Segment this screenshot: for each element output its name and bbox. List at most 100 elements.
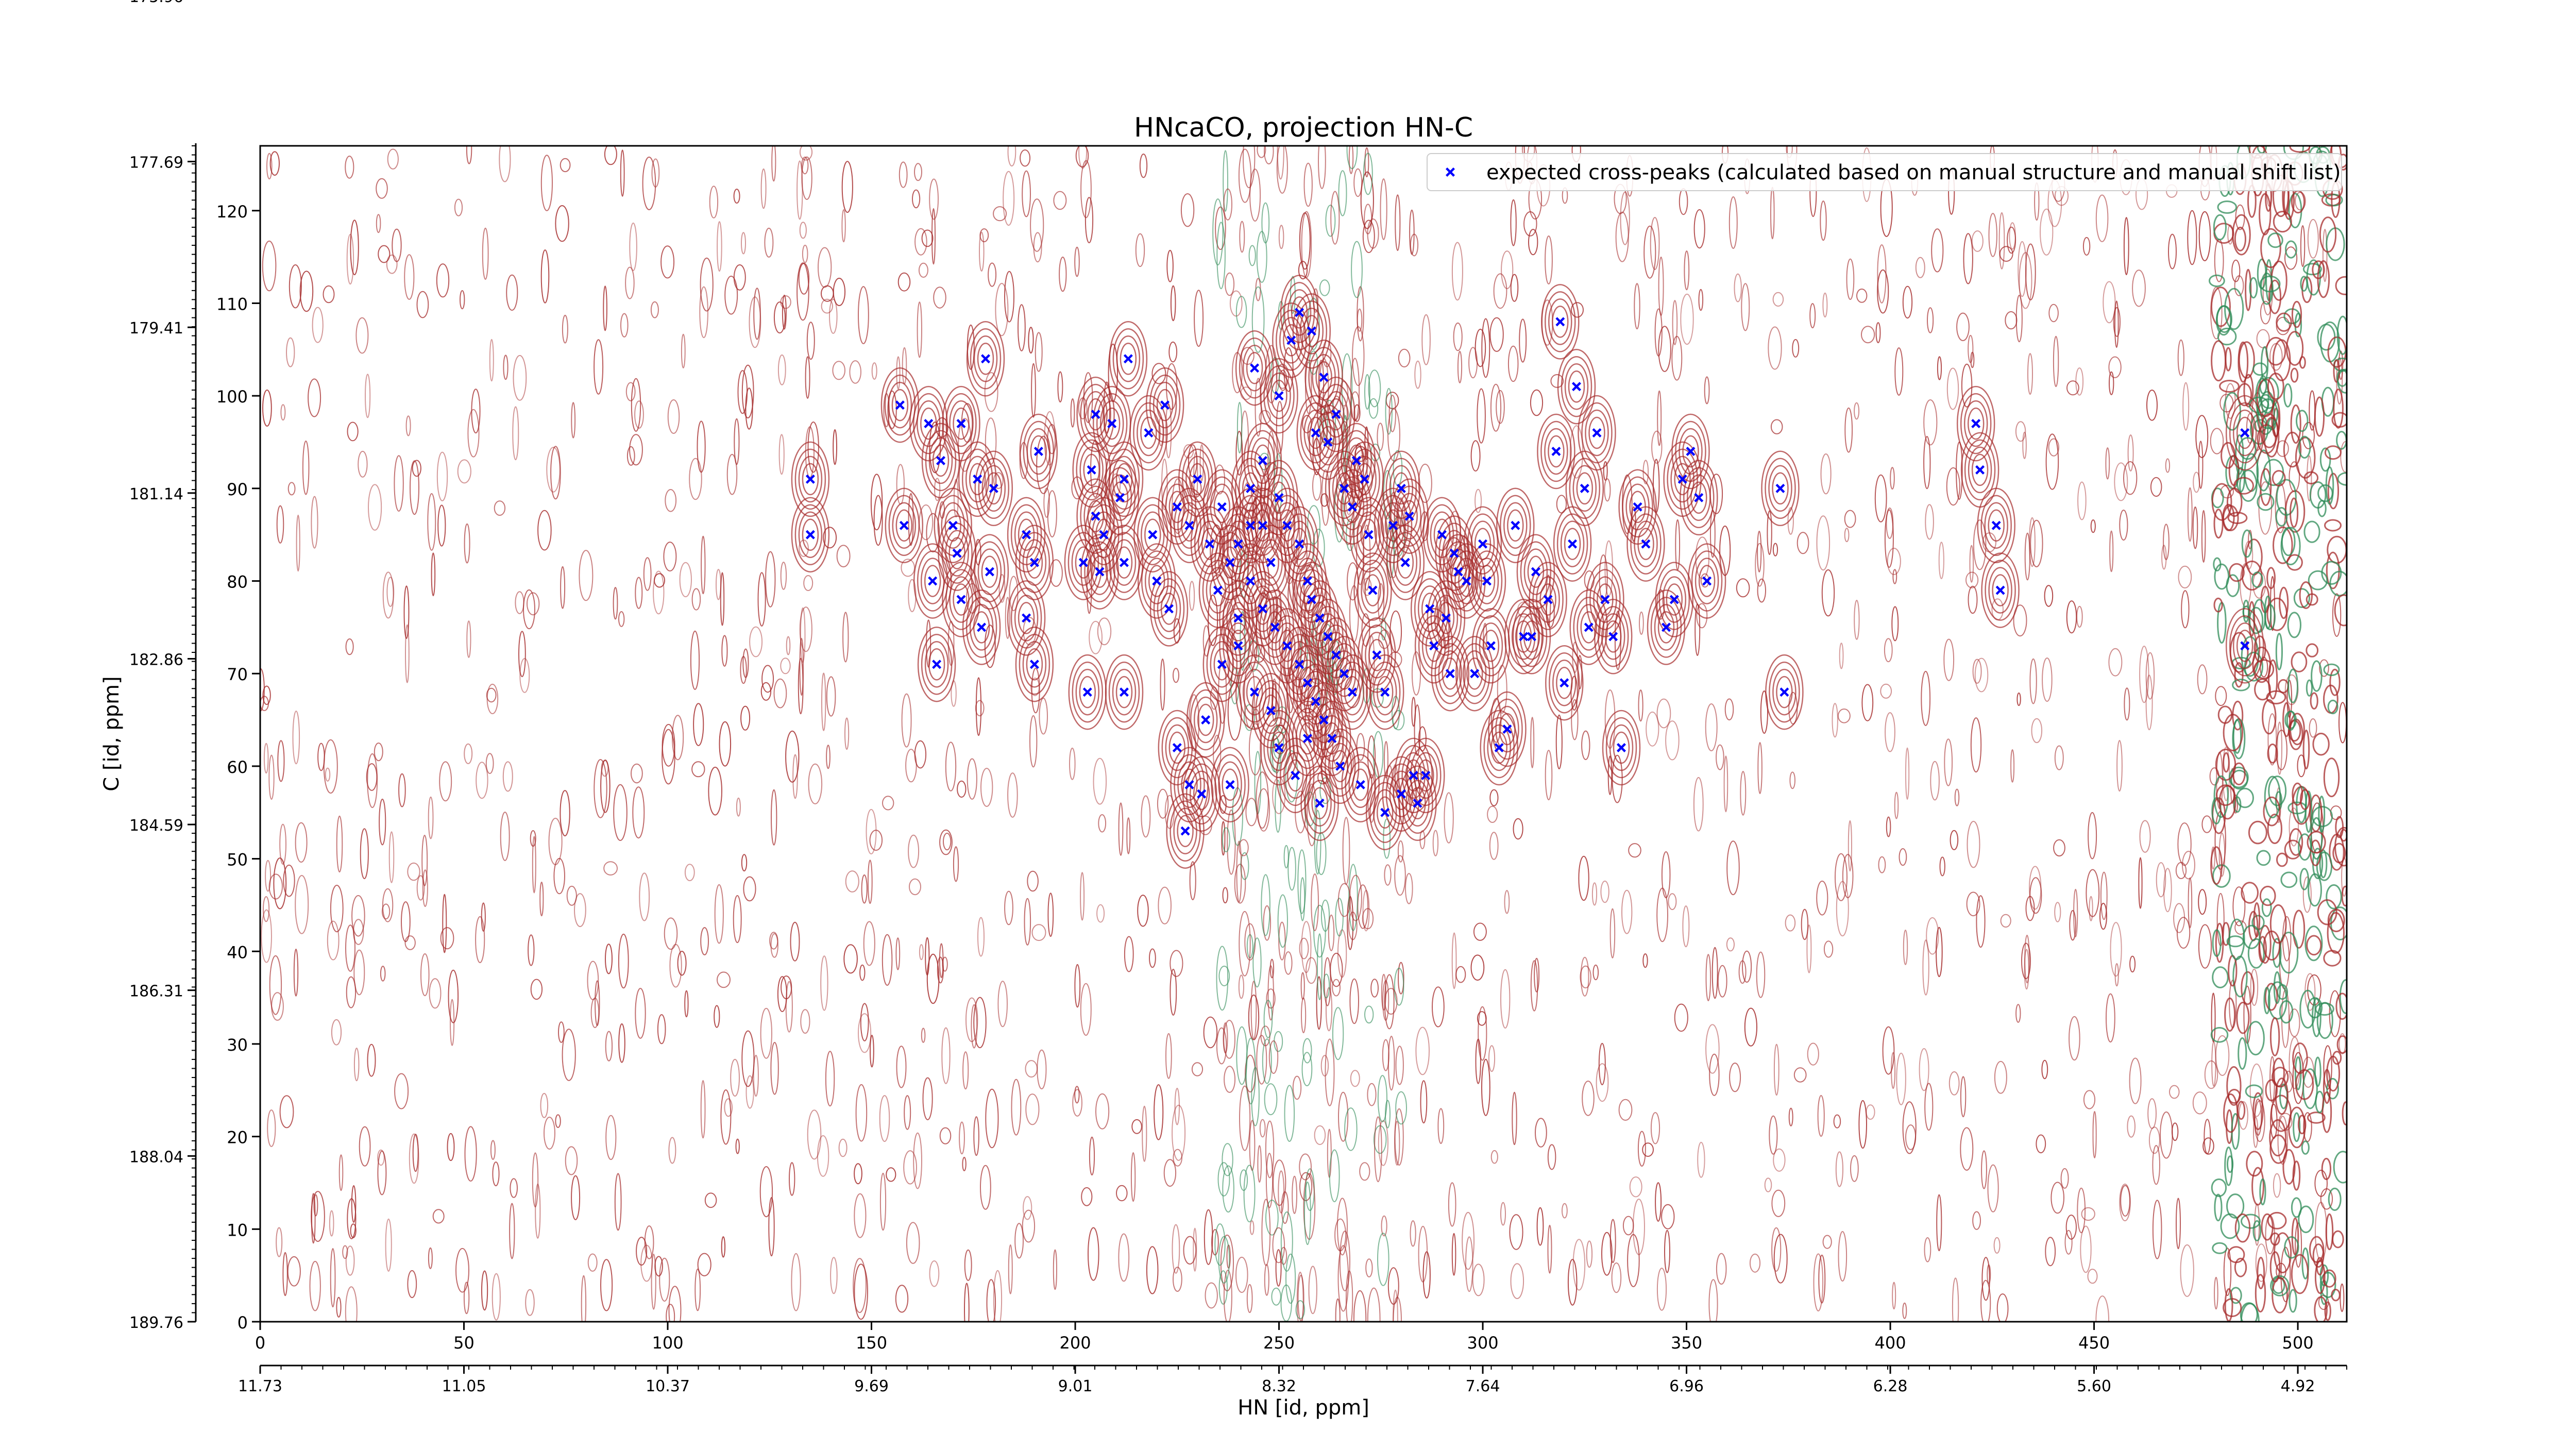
contour-noise — [544, 1117, 555, 1150]
contour-streak — [1280, 1211, 1293, 1272]
x-tick-label: 50 — [453, 1333, 474, 1353]
contour-streak — [1243, 1165, 1256, 1223]
contour-peak — [1201, 528, 1218, 560]
contour-noise — [351, 895, 365, 937]
contour-peak — [1311, 787, 1328, 820]
contour-peak — [1960, 393, 1992, 454]
contour-noise — [1489, 789, 1499, 806]
contour-noise — [697, 420, 706, 473]
contour-noise — [1609, 1219, 1616, 1263]
contour-noise — [2129, 1057, 2142, 1104]
contour-streak — [1256, 1035, 1267, 1085]
contour-edge — [2328, 1187, 2342, 1211]
contour-peak — [1389, 770, 1414, 818]
contour-noise — [1501, 250, 1514, 290]
contour-streak — [1223, 150, 1229, 212]
contour-peak — [1455, 635, 1494, 712]
legend: expected cross-peaks (calculated based o… — [1427, 153, 2342, 191]
contour-noise — [980, 1165, 991, 1210]
contour-peak — [1397, 493, 1421, 540]
contour-edge — [2257, 398, 2278, 429]
contour-edge — [2224, 1147, 2233, 1186]
contour-peak — [1360, 518, 1377, 551]
contour-noise — [377, 1149, 385, 1166]
contour-noise — [1137, 895, 1149, 927]
contour-noise — [2123, 461, 2138, 495]
contour-edge — [2276, 312, 2292, 332]
contour-noise — [908, 493, 914, 546]
contour-streak — [1311, 873, 1319, 932]
contour-noise — [1141, 795, 1151, 838]
contour-peak — [1971, 453, 1989, 486]
contour-noise — [502, 761, 513, 792]
contour-noise — [374, 743, 383, 762]
contour-noise — [1821, 569, 1835, 617]
contour-noise — [869, 830, 883, 851]
contour-noise — [1157, 788, 1169, 819]
contour-noise — [726, 453, 738, 495]
contour-noise — [407, 1270, 417, 1299]
contour-noise — [1931, 228, 1944, 273]
contour-noise — [1080, 983, 1092, 1036]
data-point — [1331, 650, 1341, 660]
contour-noise — [1651, 430, 1663, 464]
contour-noise — [1716, 1253, 1727, 1285]
data-point — [989, 483, 998, 493]
contour-streak — [1367, 1287, 1381, 1322]
contour-noise — [1711, 947, 1718, 999]
contour-edge — [2296, 410, 2309, 432]
contour-noise — [1180, 193, 1195, 227]
contour-noise — [903, 1150, 917, 1185]
contour-peak — [1246, 351, 1263, 384]
contour-peak — [1149, 374, 1181, 436]
contour-noise — [1836, 881, 1849, 937]
contour-noise — [1856, 289, 1868, 303]
contour-noise — [1357, 286, 1364, 342]
contour-peak — [1219, 608, 1258, 684]
contour-noise — [262, 389, 272, 427]
data-point — [1172, 743, 1182, 752]
contour-noise — [1362, 578, 1372, 596]
contour-edge — [2293, 1112, 2301, 1142]
contour-noise — [1462, 1211, 1475, 1270]
contour-noise — [634, 400, 644, 429]
contour-noise — [1163, 1159, 1177, 1187]
contour-peak — [1980, 495, 2012, 556]
contour-noise — [1057, 371, 1063, 403]
contour-noise — [882, 934, 893, 986]
contour-edge — [2280, 871, 2298, 888]
contour-noise — [899, 161, 908, 188]
contour-noise — [422, 869, 428, 907]
contour-noise — [1500, 1202, 1506, 1226]
contour-peak — [1083, 453, 1100, 486]
data-point — [805, 474, 815, 484]
contour-streak — [1236, 1026, 1248, 1085]
contour-noise — [448, 969, 459, 1023]
data-point — [1250, 687, 1260, 697]
contour-noise — [2176, 917, 2191, 949]
contour-noise — [1496, 390, 1505, 424]
contour-peak — [1295, 715, 1320, 762]
contour-streak — [1248, 245, 1256, 266]
contour-noise — [785, 730, 800, 783]
contour-noise — [693, 703, 704, 746]
contour-noise — [635, 988, 646, 1039]
contour-noise — [1609, 908, 1616, 959]
contour-noise — [1126, 817, 1131, 854]
contour-streak — [1227, 810, 1236, 875]
contour-peak — [1157, 585, 1181, 632]
contour-streak — [1214, 464, 1226, 495]
contour-edge — [2223, 714, 2243, 752]
contour-noise — [614, 1173, 622, 1231]
contour-noise — [2152, 1200, 2162, 1259]
contour-noise — [378, 245, 391, 263]
contour-peak — [970, 534, 1009, 610]
contour-noise — [2192, 1091, 2207, 1115]
contour-noise — [1924, 1083, 1934, 1131]
contour-noise — [2069, 1016, 2080, 1061]
contour-noise — [562, 1029, 576, 1081]
data-point — [1246, 576, 1256, 586]
contour-noise — [841, 209, 846, 243]
contour-noise — [1172, 1104, 1186, 1161]
contour-noise — [2322, 229, 2328, 282]
